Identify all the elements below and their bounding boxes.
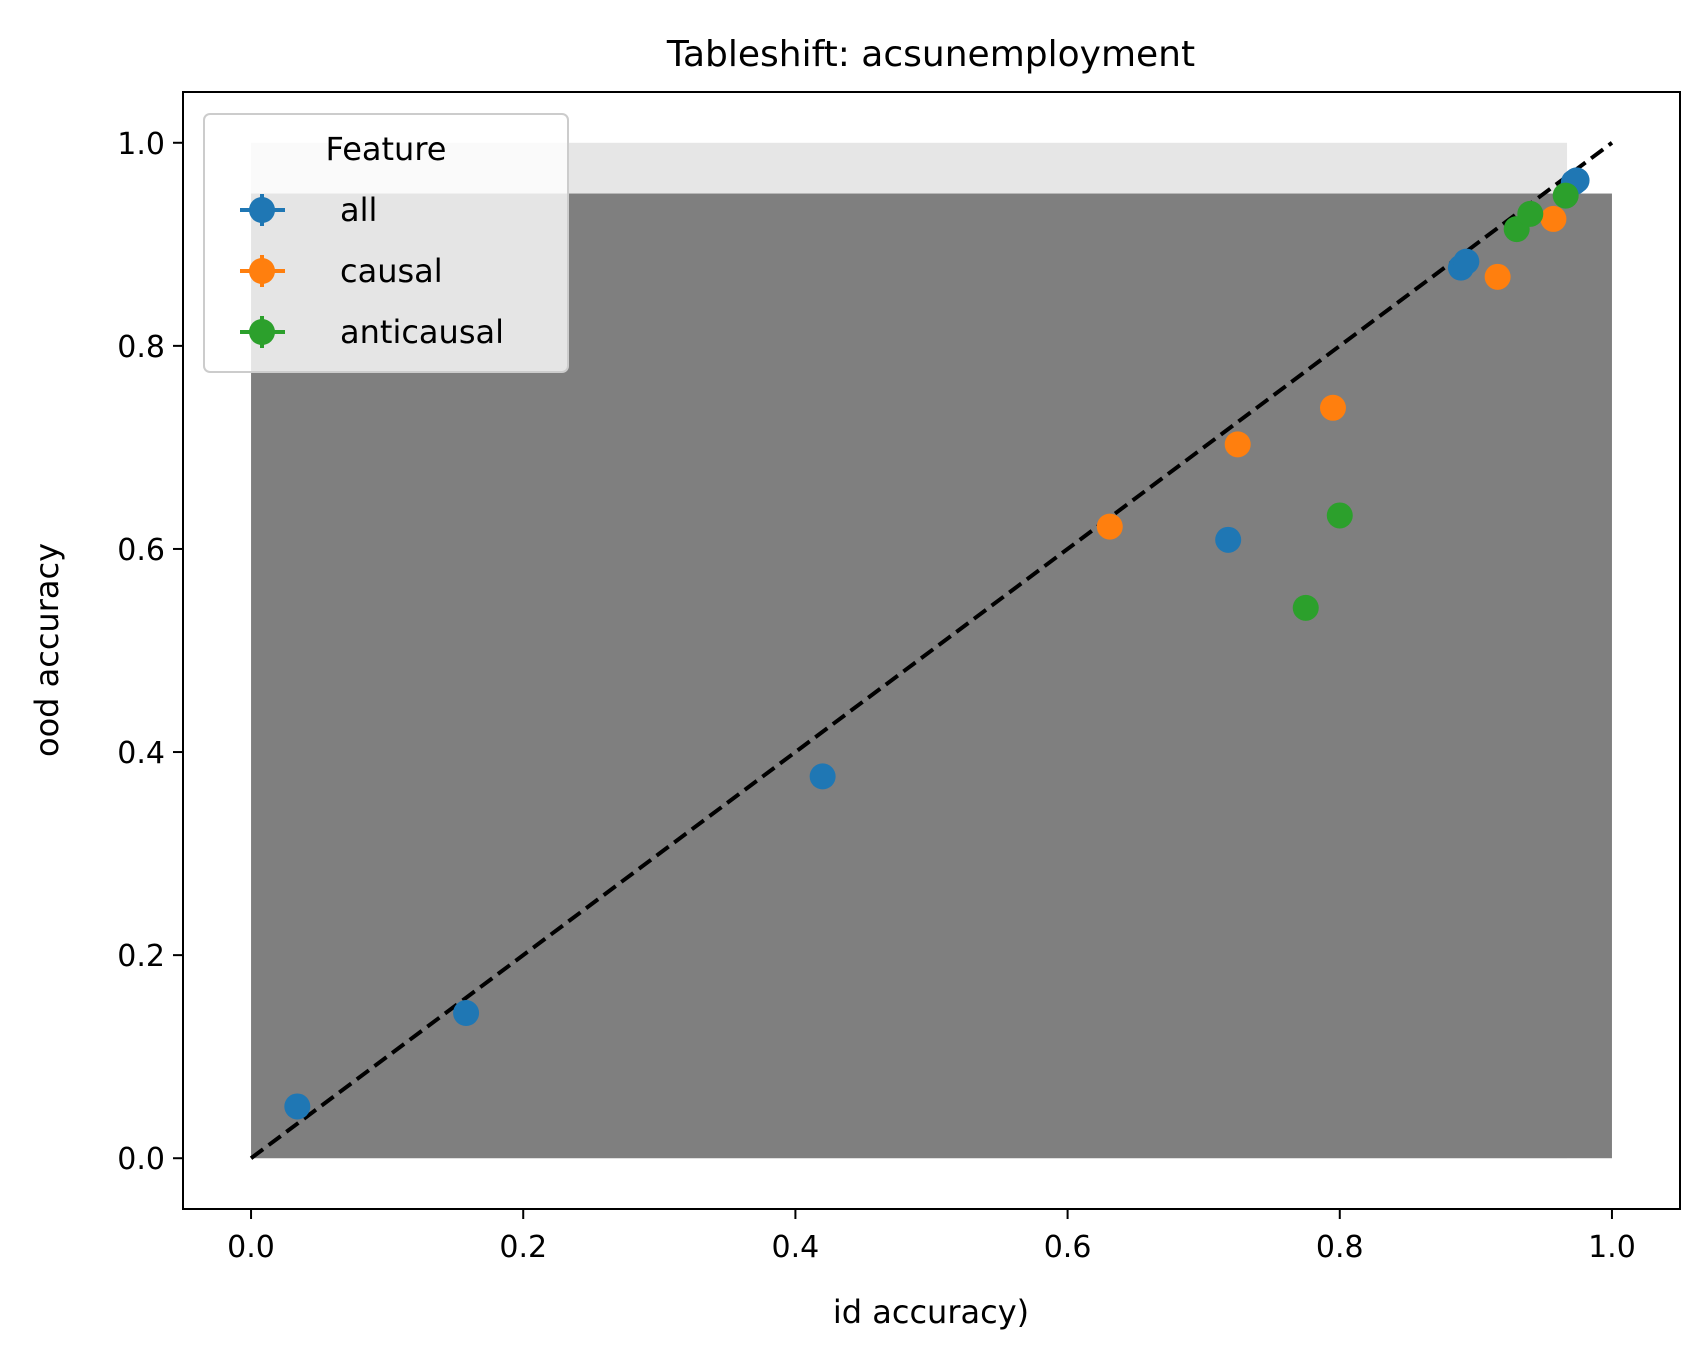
point-causal [1484,263,1511,290]
legend-label-anticausal: anticausal [340,313,504,351]
legend-label-causal: causal [340,252,443,290]
point-all [453,1000,480,1027]
legend-marker-causal [249,258,275,284]
y-tick-label: 0.6 [117,533,165,568]
legend-label-all: all [340,191,377,229]
legend-box [203,113,569,373]
x-axis-ticks: 0.0 0.2 0.4 0.6 0.8 1.0 [227,1209,1636,1265]
y-axis-label: ood accuracy [28,543,66,757]
point-anticausal [1326,502,1353,529]
point-causal [1224,431,1251,458]
point-causal [1319,394,1346,421]
data-points [284,167,1590,1120]
x-tick-label: 0.2 [499,1230,547,1265]
point-anticausal [1552,182,1579,209]
x-axis-label: id accuracy) [833,1293,1029,1331]
point-causal [1096,513,1123,540]
point-all [1215,526,1242,553]
point-all [1453,248,1480,275]
point-all [284,1093,311,1120]
y-tick-label: 0.0 [117,1142,165,1177]
x-tick-label: 0.6 [1044,1230,1092,1265]
x-tick-label: 1.0 [1588,1230,1636,1265]
y-tick-label: 0.4 [117,736,165,771]
legend-items: all causal anticausal [240,191,504,351]
x-tick-label: 0.8 [1316,1230,1364,1265]
x-tick-label: 0.4 [772,1230,820,1265]
y-tick-label: 0.2 [117,939,165,974]
x-tick-label: 0.0 [227,1230,275,1265]
y-tick-label: 0.8 [117,330,165,365]
y-tick-label: 1.0 [117,127,165,162]
legend-marker-anticausal [249,319,275,345]
point-all [809,763,836,790]
point-causal [1540,205,1567,232]
chart-title: Tableshift: acsunemployment [666,34,1195,75]
legend-marker-all [249,197,275,223]
point-anticausal [1292,594,1319,621]
point-anticausal [1517,200,1544,227]
diagonal-reference [249,141,1614,1160]
plot-frame [182,91,1681,1210]
legend: Feature all causal anticausal [203,113,569,373]
diagonal-line [249,141,1614,1160]
legend-title: Feature [326,130,447,168]
y-axis-ticks: 0.0 0.2 0.4 0.6 0.8 1.0 [117,127,183,1177]
